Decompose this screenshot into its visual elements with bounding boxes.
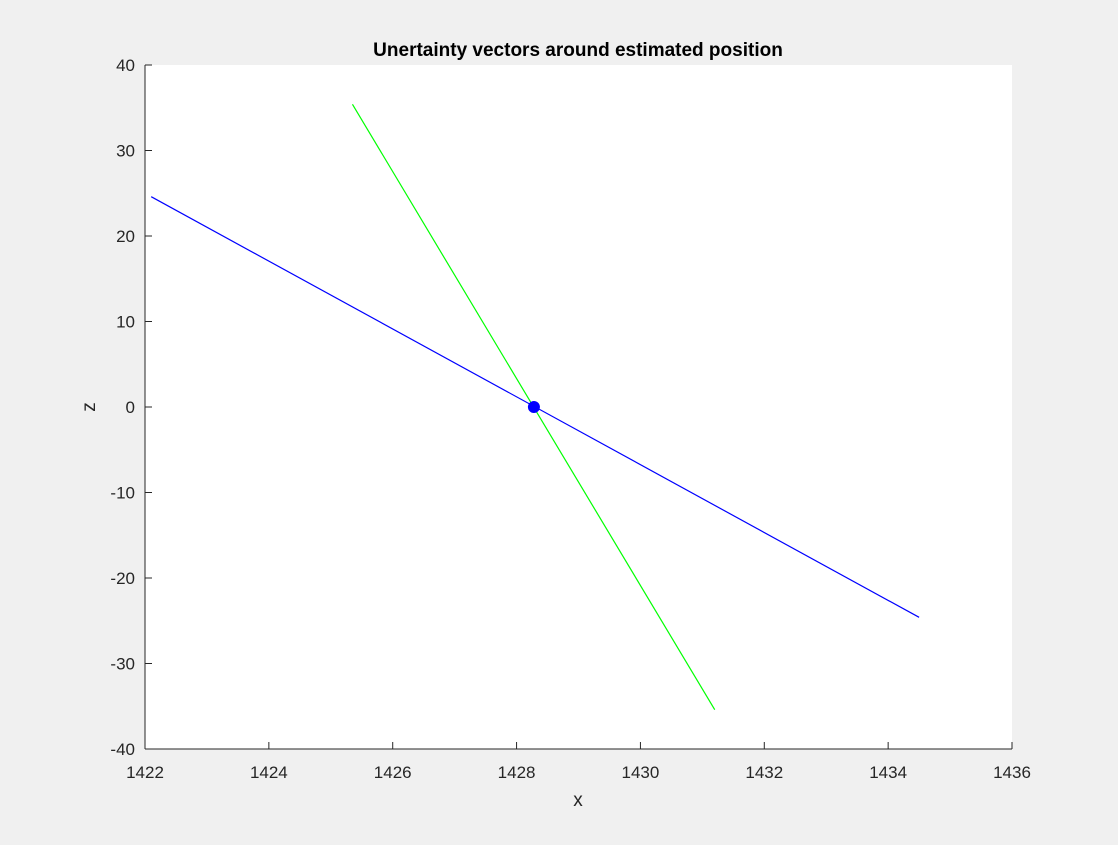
- y-tick-label: -10: [110, 484, 135, 503]
- y-tick-label: -40: [110, 740, 135, 759]
- ticks-group: 1422 1424 1426 1428 1430 1432 1434 1436 -40 -30 -2…: [110, 56, 1030, 782]
- x-tick-label: 1426: [374, 763, 412, 782]
- y-tick-label: 40: [116, 56, 135, 75]
- x-tick-label: 1436: [993, 763, 1031, 782]
- x-tick-label: 1422: [126, 763, 164, 782]
- y-tick-label: 0: [126, 398, 135, 417]
- chart-title: Unertainty vectors around estimated posi…: [373, 40, 783, 61]
- plot-area: [145, 65, 1012, 749]
- x-tick-label: 1428: [498, 763, 536, 782]
- y-tick-label: -30: [110, 655, 135, 674]
- y-tick-label: -20: [110, 569, 135, 588]
- x-tick-label: 1424: [250, 763, 288, 782]
- y-axis-label: z: [79, 402, 100, 412]
- points-group: [527, 401, 540, 413]
- y-tick-label: 30: [116, 142, 135, 161]
- y-tick-label: 20: [116, 227, 135, 246]
- x-tick-label: 1430: [622, 763, 660, 782]
- estimated-position-point: [527, 401, 540, 413]
- y-tick-label: 10: [116, 313, 135, 332]
- x-tick-label: 1432: [745, 763, 783, 782]
- x-tick-label: 1434: [869, 763, 907, 782]
- x-axis-label: x: [573, 790, 583, 811]
